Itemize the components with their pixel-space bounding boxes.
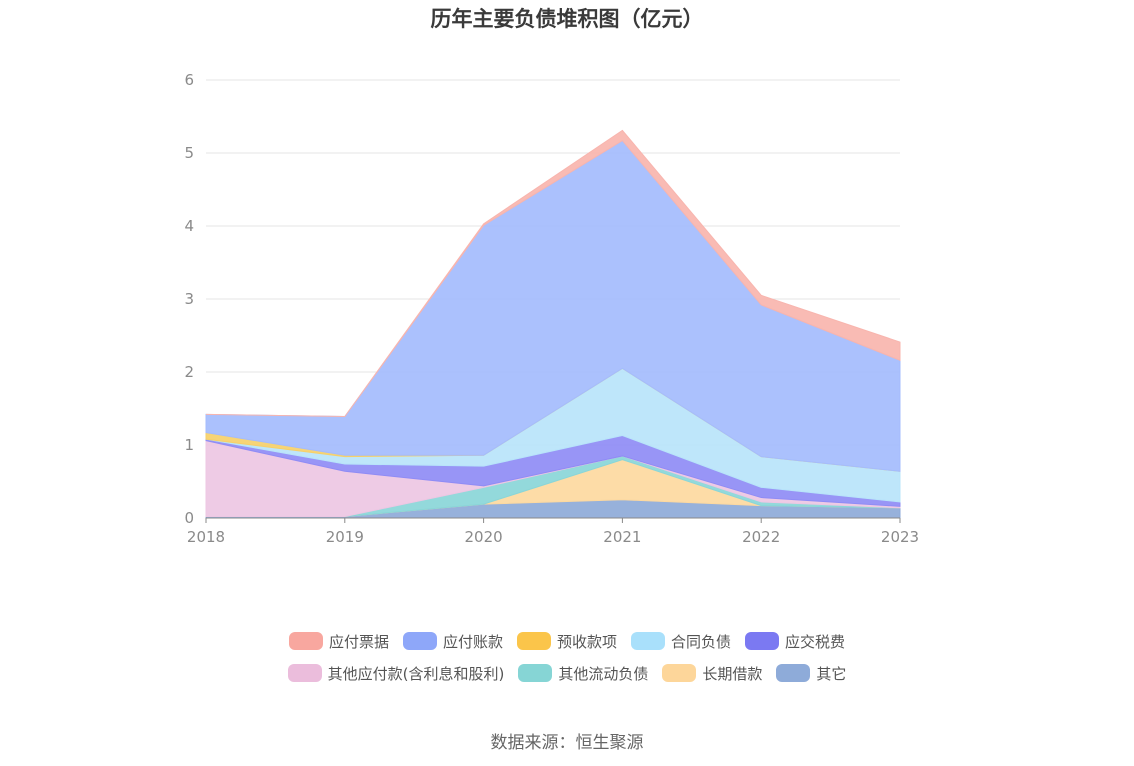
y-tick-label: 1: [184, 436, 194, 454]
legend-swatch: [662, 664, 697, 682]
source-note: 数据来源：恒生聚源: [490, 733, 644, 753]
legend-swatch: [288, 632, 323, 650]
legend-item[interactable]: 预收款项: [516, 631, 617, 652]
legend-swatch: [516, 632, 551, 650]
legend-row: 其他应付款(含利息和股利) 其他流动负债 长期借款 其它: [0, 662, 1134, 684]
legend-label: 其他应付款(含利息和股利): [327, 664, 505, 683]
legend-swatch: [631, 632, 665, 650]
legend-item[interactable]: 其它: [776, 663, 846, 684]
x-tick-label: 2020: [465, 528, 503, 546]
legend-label: 应交税费: [785, 632, 846, 651]
legend-item[interactable]: 其他流动负债: [518, 663, 648, 684]
stacked-area-chart: 0 1 2 3 4 5 6 2018 2019 2020 2021 2022 2023: [184, 71, 919, 546]
legend-label: 应付账款: [442, 632, 503, 651]
area-series-group: [205, 129, 901, 519]
x-tick-label: 2021: [603, 528, 641, 546]
legend-item[interactable]: 合同负债: [631, 631, 731, 652]
y-tick-label: 2: [184, 363, 194, 381]
legend-item[interactable]: 应付账款: [402, 631, 503, 652]
chart-title: 历年主要负债堆积图（亿元）: [430, 7, 704, 31]
x-tick-label: 2023: [881, 528, 919, 546]
y-tick-label: 0: [184, 509, 194, 527]
legend-swatch: [402, 632, 437, 650]
legend-swatch: [776, 664, 811, 682]
legend-label: 应付票据: [328, 632, 389, 651]
x-tick-label: 2019: [326, 528, 364, 546]
legend-swatch: [287, 664, 322, 682]
legend-label: 预收款项: [556, 632, 617, 651]
x-tick-label: 2018: [187, 528, 225, 546]
legend-item[interactable]: 应付票据: [288, 631, 389, 652]
area-series-应付票据: [205, 129, 901, 418]
x-tick-label: 2022: [742, 528, 780, 546]
legend-row: 应付票据 应付账款 预收款项 合同负债 应交税费: [0, 630, 1134, 652]
y-tick-label: 6: [184, 71, 194, 89]
legend-swatch: [518, 664, 553, 682]
legend-label: 其它: [816, 664, 847, 683]
y-tick-label: 3: [184, 290, 194, 308]
axes: 0 1 2 3 4 5 6 2018 2019 2020 2021 2022 2023: [184, 71, 919, 546]
legend-label: 长期借款: [702, 664, 763, 683]
legend-label: 其他流动负债: [558, 664, 649, 683]
legend: 应付票据 应付账款 预收款项 合同负债 应交税费 其他应付款(含利息和股利) 其他流动负债…: [0, 630, 1134, 694]
legend-swatch: [745, 632, 780, 650]
legend-item[interactable]: 应交税费: [745, 631, 845, 652]
y-tick-label: 5: [184, 144, 194, 162]
legend-item[interactable]: 长期借款: [662, 663, 762, 684]
legend-label: 合同负债: [671, 632, 732, 651]
y-tick-label: 4: [184, 217, 194, 235]
legend-item[interactable]: 其他应付款(含利息和股利): [287, 663, 505, 684]
